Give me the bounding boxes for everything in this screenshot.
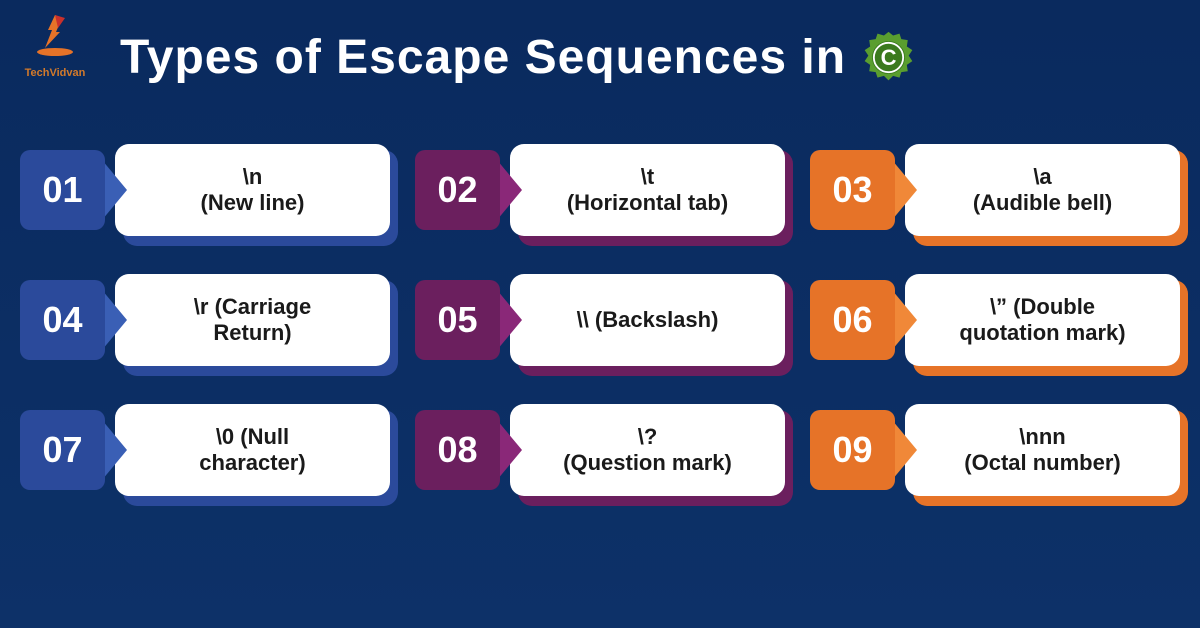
escape-item-07: 07 \0 (Null character) <box>20 400 390 500</box>
escape-sequences-grid: 01 \n (New line) 02 \t (Horizontal tab) 03 \a… <box>20 140 1180 500</box>
item-number: 02 <box>415 150 500 230</box>
item-content-wrap: \0 (Null character) <box>115 400 390 500</box>
escape-item-02: 02 \t (Horizontal tab) <box>415 140 785 240</box>
escape-item-09: 09 \nnn (Octal number) <box>810 400 1180 500</box>
content-box: \a (Audible bell) <box>905 144 1180 236</box>
c-language-badge: C <box>861 30 916 85</box>
escape-sequence-text: \? (Question mark) <box>563 424 732 477</box>
brand-name: TechVidvan <box>20 67 90 79</box>
item-content-wrap: \r (Carriage Return) <box>115 270 390 370</box>
escape-sequence-text: \a (Audible bell) <box>973 164 1112 217</box>
item-number: 03 <box>810 150 895 230</box>
escape-item-04: 04 \r (Carriage Return) <box>20 270 390 370</box>
arrow-icon <box>892 420 917 480</box>
content-box: \\ (Backslash) <box>510 274 785 366</box>
arrow-icon <box>102 160 127 220</box>
escape-sequence-text: \nnn (Octal number) <box>964 424 1120 477</box>
arrow-icon <box>497 160 522 220</box>
escape-sequence-text: \” (Double quotation mark) <box>959 294 1125 347</box>
escape-sequence-text: \0 (Null character) <box>199 424 305 477</box>
escape-sequence-text: \\ (Backslash) <box>577 307 719 333</box>
escape-sequence-text: \n (New line) <box>201 164 305 217</box>
page-title: Types of Escape Sequences in <box>120 30 846 85</box>
escape-item-03: 03 \a (Audible bell) <box>810 140 1180 240</box>
item-number: 08 <box>415 410 500 490</box>
arrow-icon <box>497 290 522 350</box>
content-box: \0 (Null character) <box>115 404 390 496</box>
item-number: 04 <box>20 280 105 360</box>
item-content-wrap: \t (Horizontal tab) <box>510 140 785 240</box>
brand-logo: TechVidvan <box>20 10 90 79</box>
item-content-wrap: \” (Double quotation mark) <box>905 270 1180 370</box>
escape-item-01: 01 \n (New line) <box>20 140 390 240</box>
item-number: 05 <box>415 280 500 360</box>
escape-sequence-text: \t (Horizontal tab) <box>567 164 728 217</box>
item-content-wrap: \nnn (Octal number) <box>905 400 1180 500</box>
content-box: \r (Carriage Return) <box>115 274 390 366</box>
arrow-icon <box>497 420 522 480</box>
arrow-icon <box>892 290 917 350</box>
item-number: 07 <box>20 410 105 490</box>
item-content-wrap: \a (Audible bell) <box>905 140 1180 240</box>
arrow-icon <box>892 160 917 220</box>
item-number: 01 <box>20 150 105 230</box>
escape-item-08: 08 \? (Question mark) <box>415 400 785 500</box>
content-box: \n (New line) <box>115 144 390 236</box>
c-letter: C <box>881 45 897 70</box>
item-number: 09 <box>810 410 895 490</box>
item-content-wrap: \n (New line) <box>115 140 390 240</box>
arrow-icon <box>102 290 127 350</box>
logo-icon <box>30 10 80 60</box>
arrow-icon <box>102 420 127 480</box>
item-content-wrap: \\ (Backslash) <box>510 270 785 370</box>
escape-item-06: 06 \” (Double quotation mark) <box>810 270 1180 370</box>
item-number: 06 <box>810 280 895 360</box>
content-box: \t (Horizontal tab) <box>510 144 785 236</box>
escape-sequence-text: \r (Carriage Return) <box>194 294 311 347</box>
content-box: \” (Double quotation mark) <box>905 274 1180 366</box>
title-bar: Types of Escape Sequences in C <box>120 30 1170 85</box>
content-box: \? (Question mark) <box>510 404 785 496</box>
escape-item-05: 05 \\ (Backslash) <box>415 270 785 370</box>
content-box: \nnn (Octal number) <box>905 404 1180 496</box>
item-content-wrap: \? (Question mark) <box>510 400 785 500</box>
